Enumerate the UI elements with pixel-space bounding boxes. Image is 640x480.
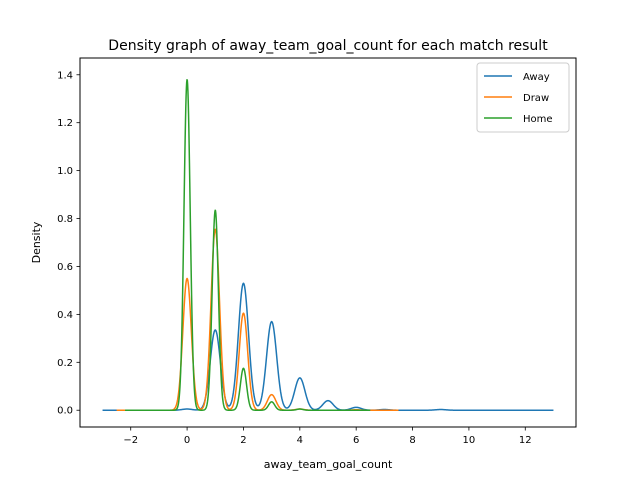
- x-tick-label: 12: [519, 435, 532, 446]
- plot-frame: [79, 57, 577, 428]
- legend: Away Draw Home: [476, 62, 570, 133]
- x-tick-label: 8: [409, 435, 415, 446]
- series-line-home: [124, 78, 371, 411]
- chart-title: Density graph of away_team_goal_count fo…: [108, 38, 548, 54]
- x-tick-label: 2: [240, 435, 246, 446]
- y-tick-label: 0.2: [57, 358, 73, 369]
- y-tick-label: 0.0: [57, 406, 73, 417]
- x-ticks: −2 0 2 4 6 8 10 12: [123, 427, 532, 446]
- legend-label-away: Away: [523, 72, 550, 83]
- y-tick-label: 0.8: [57, 214, 73, 225]
- legend-label-home: Home: [523, 114, 553, 125]
- y-tick-label: 1.0: [57, 166, 73, 177]
- x-tick-label: 6: [353, 435, 359, 446]
- series-lines: [102, 78, 554, 411]
- y-tick-label: 0.4: [57, 310, 73, 321]
- legend-box: [476, 62, 570, 133]
- y-ticks: 0.0 0.2 0.4 0.6 0.8 1.0 1.2 1.4: [57, 70, 80, 417]
- series-line-draw: [116, 228, 399, 411]
- series-line-away: [102, 282, 554, 411]
- y-axis-label: Density: [30, 221, 43, 263]
- x-axis-label: away_team_goal_count: [264, 458, 393, 471]
- x-tick-label: 4: [297, 435, 303, 446]
- y-tick-label: 1.2: [57, 118, 73, 129]
- legend-label-draw: Draw: [523, 93, 549, 104]
- x-tick-label: 0: [184, 435, 190, 446]
- y-tick-label: 0.6: [57, 262, 73, 273]
- x-tick-label: 10: [463, 435, 476, 446]
- x-tick-label: −2: [123, 435, 138, 446]
- y-tick-label: 1.4: [57, 70, 73, 81]
